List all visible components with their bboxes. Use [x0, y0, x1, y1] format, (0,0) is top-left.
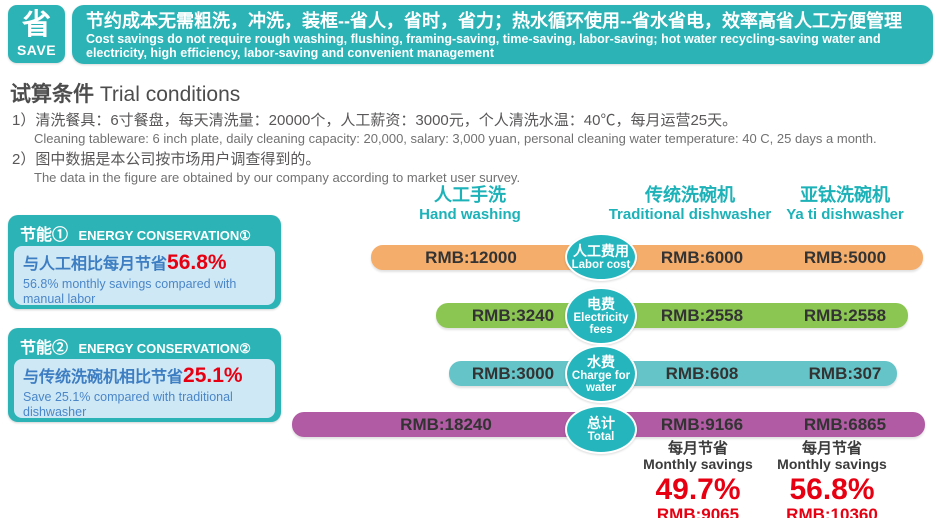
value-labor-traditional: RMB:6000	[660, 248, 744, 267]
energy-box-1-line: 与人工相比每月节省56.8%	[23, 250, 266, 275]
column-header-yati-cn: 亚钛洗碗机	[800, 185, 890, 205]
energy-box-1-line-en: 56.8% monthly savings compared with manu…	[23, 277, 237, 306]
value-labor-yati: RMB:5000	[803, 248, 887, 267]
row-label-total-en: Total	[587, 431, 615, 443]
energy-conservation-box-2: 节能② ENERGY CONSERVATION② 与传统洗碗机相比节省25.1%…	[8, 328, 281, 422]
row-label-labor-en: Labor cost	[571, 258, 631, 271]
energy-box-2-percent: 25.1%	[183, 364, 243, 387]
column-header-hand-washing-cn: 人工手洗	[434, 185, 506, 205]
banner-title-cn: 节约成本无需粗洗，冲洗，装框--省人，省时，省力；热水循环使用--省水省电，效率…	[86, 11, 902, 31]
banner-title-en: Cost savings do not require rough washin…	[86, 32, 881, 60]
savings-traditional-label-en: Monthly savings	[643, 456, 753, 472]
energy-box-2-body: 与传统洗碗机相比节省25.1% Save 25.1% compared with…	[14, 359, 275, 419]
energy-box-1-title-cn: 节能①	[20, 227, 69, 244]
savings-yati-percent: 56.8%	[789, 473, 875, 506]
row-label-labor-cn: 人工费用	[573, 242, 629, 259]
energy-box-1-title: 节能① ENERGY CONSERVATION①	[8, 215, 281, 245]
energy-box-2-line: 与传统洗碗机相比节省25.1%	[23, 363, 266, 388]
savings-yati: 每月节省 Monthly savings 56.8% RMB:10360	[742, 441, 922, 518]
row-label-labor-cost: 人工费用 Labor cost	[565, 233, 637, 281]
value-electricity-traditional: RMB:2558	[660, 306, 744, 325]
energy-box-1-line-cn: 与人工相比每月节省	[23, 256, 168, 273]
row-label-electricity-en: Electricity fees	[573, 311, 629, 336]
energy-box-2-title-en: ENERGY CONSERVATION②	[78, 341, 251, 356]
savings-traditional: 每月节省 Monthly savings 49.7% RMB:9065	[608, 441, 788, 518]
value-total-hand-washing: RMB:18240	[400, 415, 492, 434]
energy-box-2-line-en: Save 25.1% compared with traditional dis…	[23, 390, 233, 419]
condition-item-1-en: Cleaning tableware: 6 inch plate, daily …	[34, 131, 877, 146]
bar-water-charge	[449, 361, 897, 386]
trial-conditions-section: 试算条件 Trial conditions 1）清洗餐具：6寸餐盘，每天清洗量：…	[10, 82, 930, 186]
energy-box-2-line-cn: 与传统洗碗机相比节省	[23, 369, 184, 386]
value-water-hand-washing: RMB:3000	[471, 364, 555, 383]
energy-box-2-title: 节能② ENERGY CONSERVATION②	[8, 328, 281, 358]
condition-item-1-cn: 1）清洗餐具：6寸餐盘，每天清洗量：20000个，人工薪资：3000元，个人清洗…	[12, 112, 738, 129]
column-header-hand-washing: 人工手洗 Hand washing	[360, 185, 580, 223]
row-label-total-cn: 总计	[587, 415, 615, 431]
save-badge-cn: 省	[21, 9, 51, 41]
row-label-electricity: 电费 Electricity fees	[565, 287, 637, 345]
energy-box-1-body: 与人工相比每月节省56.8% 56.8% monthly savings com…	[14, 246, 275, 306]
column-header-hand-washing-en: Hand washing	[419, 206, 521, 223]
value-total-traditional: RMB:9166	[660, 415, 744, 434]
energy-box-1-title-en: ENERGY CONSERVATION①	[78, 228, 251, 243]
bar-labor-cost	[371, 245, 923, 270]
header-banner: 节约成本无需粗洗，冲洗，装框--省人，省时，省力；热水循环使用--省水省电，效率…	[72, 5, 933, 64]
condition-item-2-cn: 2）图中数据是本公司按市场用户调查得到的。	[12, 151, 321, 168]
value-water-yati: RMB:307	[808, 364, 882, 383]
value-electricity-yati: RMB:2558	[803, 306, 887, 325]
energy-box-2-title-cn: 节能②	[20, 340, 69, 357]
column-header-traditional-en: Traditional dishwasher	[608, 206, 772, 223]
savings-yati-amount: RMB:10360	[786, 505, 878, 518]
save-badge-en: SAVE	[16, 42, 57, 58]
row-label-water-cn: 水费	[587, 353, 615, 370]
savings-yati-label-cn: 每月节省	[801, 440, 862, 457]
bar-electricity-fees	[436, 303, 908, 328]
row-label-water-en: Charge for water	[571, 369, 631, 394]
savings-traditional-label-cn: 每月节省	[667, 440, 728, 457]
value-labor-hand-washing: RMB:12000	[425, 248, 517, 267]
value-total-yati: RMB:6865	[803, 415, 887, 434]
row-label-total: 总计 Total	[565, 405, 637, 454]
trial-conditions-title-cn: 试算条件	[10, 83, 94, 106]
row-label-water: 水费 Charge for water	[565, 345, 637, 403]
value-water-traditional: RMB:608	[665, 364, 739, 383]
energy-conservation-box-1: 节能① ENERGY CONSERVATION① 与人工相比每月节省56.8% …	[8, 215, 281, 309]
column-header-traditional-cn: 传统洗碗机	[645, 185, 735, 205]
savings-traditional-amount: RMB:9065	[656, 505, 740, 518]
condition-item-2-en: The data in the figure are obtained by o…	[34, 170, 521, 185]
savings-traditional-percent: 49.7%	[655, 473, 741, 506]
trial-conditions-title-en: Trial conditions	[99, 83, 241, 106]
savings-yati-label-en: Monthly savings	[777, 456, 887, 472]
value-electricity-hand-washing: RMB:3240	[471, 306, 555, 325]
column-header-yati-en: Ya ti dishwasher	[786, 206, 904, 223]
energy-box-1-percent: 56.8%	[167, 251, 227, 274]
save-badge: 省 SAVE	[8, 5, 65, 63]
row-label-electricity-cn: 电费	[587, 295, 615, 312]
trial-conditions-title: 试算条件 Trial conditions	[10, 82, 930, 108]
column-header-yati-dishwasher: 亚钛洗碗机 Ya ti dishwasher	[745, 185, 940, 223]
column-header-traditional-dishwasher: 传统洗碗机 Traditional dishwasher	[575, 185, 805, 223]
